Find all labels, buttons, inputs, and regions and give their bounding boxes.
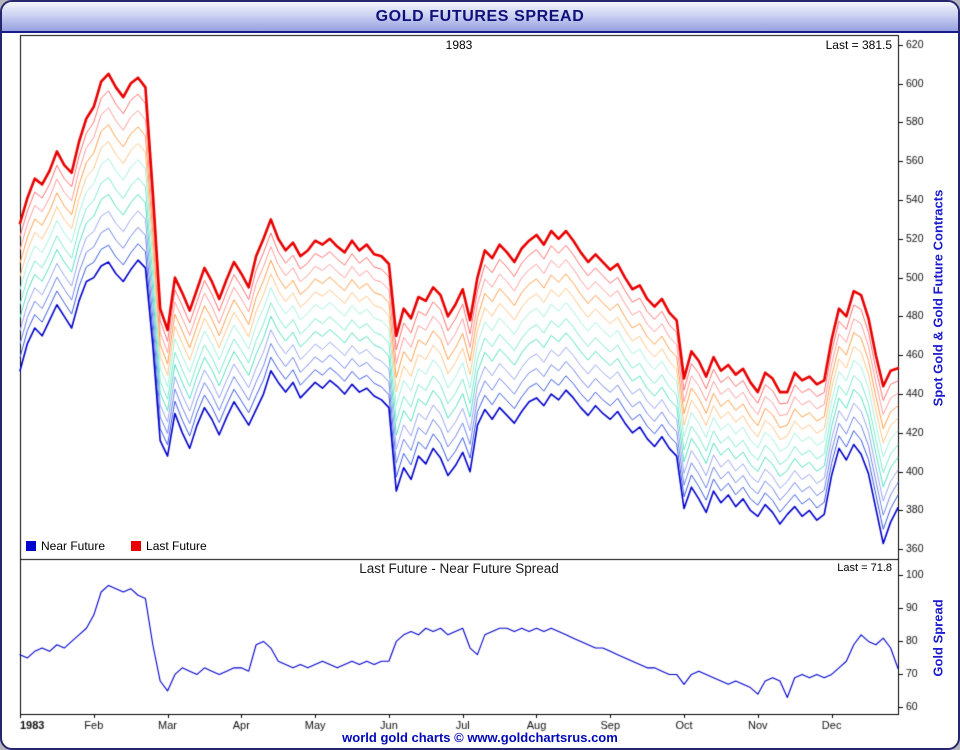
legend-label: Near Future <box>41 539 106 553</box>
year-annotation: 1983 <box>445 38 473 52</box>
spread-panel-title: Last Future - Near Future Spread <box>359 561 559 576</box>
main-y-axis-label: Spot Gold & Gold Future Contracts <box>930 189 946 407</box>
legend-item-near-future: Near Future <box>26 539 105 553</box>
last-future-swatch-icon <box>131 541 142 551</box>
spread-y-axis-label: Gold Spread <box>930 599 946 677</box>
page-title: GOLD FUTURES SPREAD <box>375 7 585 25</box>
footer-credit: world gold charts © www.goldchartsrus.co… <box>342 730 618 745</box>
legend: Near Future Last Future <box>26 539 207 553</box>
main-last-value-label: Last = 381.5 <box>825 38 892 52</box>
legend-item-last-future: Last Future <box>131 539 207 553</box>
title-bar: GOLD FUTURES SPREAD <box>2 2 958 33</box>
near-future-swatch-icon <box>26 541 36 551</box>
legend-label: Last Future <box>146 539 207 553</box>
spread-last-value-label: Last = 71.8 <box>837 562 892 574</box>
